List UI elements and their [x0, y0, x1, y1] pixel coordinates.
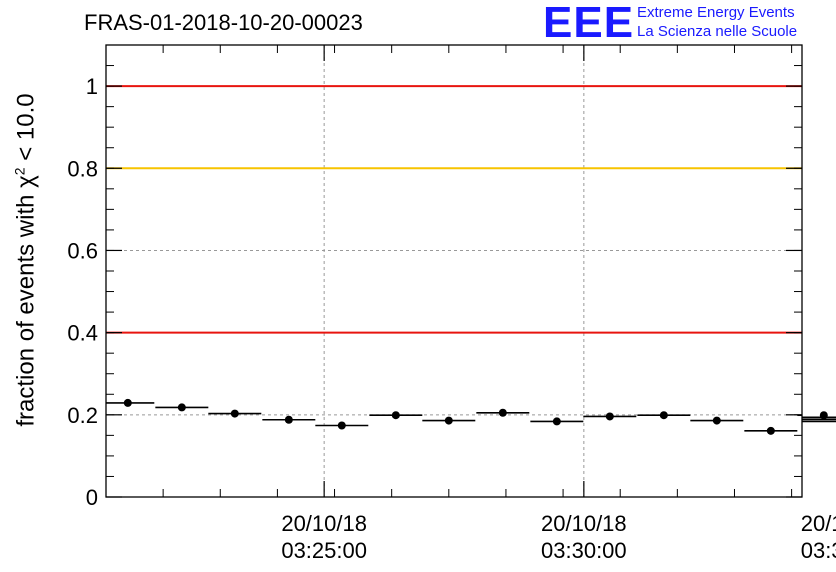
y-tick-label: 0.4: [67, 321, 98, 346]
chi-symbol: χ: [12, 175, 40, 188]
point-layer: [106, 398, 836, 435]
data-point: [284, 415, 293, 424]
data-point: [659, 411, 668, 420]
logo-line-1: Extreme Energy Events: [637, 4, 795, 21]
grid-layer: [106, 45, 802, 497]
logo-line-2: La Scienza nelle Scuole: [637, 23, 798, 40]
y-tick-label: 0.6: [67, 238, 98, 263]
y-axis-label: fraction of events with χ2 < 10.0: [12, 93, 41, 426]
x-tick-time-label: 03:25:00: [281, 538, 367, 563]
y-tick-label: 0.2: [67, 403, 98, 428]
data-point: [444, 416, 453, 425]
data-point: [712, 416, 721, 425]
logo-caption: Extreme Energy Events La Scienza nelle S…: [637, 3, 797, 41]
chi-exponent: 2: [11, 167, 28, 176]
y-axis-label-wrap: fraction of events with χ2 < 10.0: [6, 60, 46, 460]
data-point: [552, 417, 561, 426]
data-point: [605, 412, 614, 421]
tick-layer: [106, 44, 802, 498]
data-point: [766, 426, 775, 435]
chart-title: FRAS-01-2018-10-20-00023: [84, 10, 363, 35]
data-point: [177, 403, 186, 412]
y-tick-label: 0.8: [67, 156, 98, 181]
data-point: [498, 408, 507, 417]
data-point: [391, 411, 400, 420]
data-point: [230, 409, 239, 418]
threshold-layer: [106, 85, 802, 334]
y-tick-label: 1: [86, 74, 98, 99]
x-tick-date-label: 20/10/18: [541, 511, 627, 536]
y-tick-label: 0: [86, 485, 98, 510]
label-layer: 00.20.40.60.8120/10/1803:25:0020/10/1803…: [67, 74, 836, 563]
eee-logo: EEE: [543, 0, 635, 47]
data-point: [123, 398, 132, 407]
data-point: [337, 421, 346, 430]
y-axis-label-suffix: < 10.0: [12, 93, 40, 168]
y-axis-label-prefix: fraction of events with: [12, 187, 40, 427]
x-tick-date-label: 20/10/18: [801, 511, 836, 536]
x-tick-time-label: 03:35:00: [801, 538, 836, 563]
x-tick-date-label: 20/10/18: [281, 511, 367, 536]
x-tick-time-label: 03:30:00: [541, 538, 627, 563]
plot-frame: [105, 44, 803, 498]
